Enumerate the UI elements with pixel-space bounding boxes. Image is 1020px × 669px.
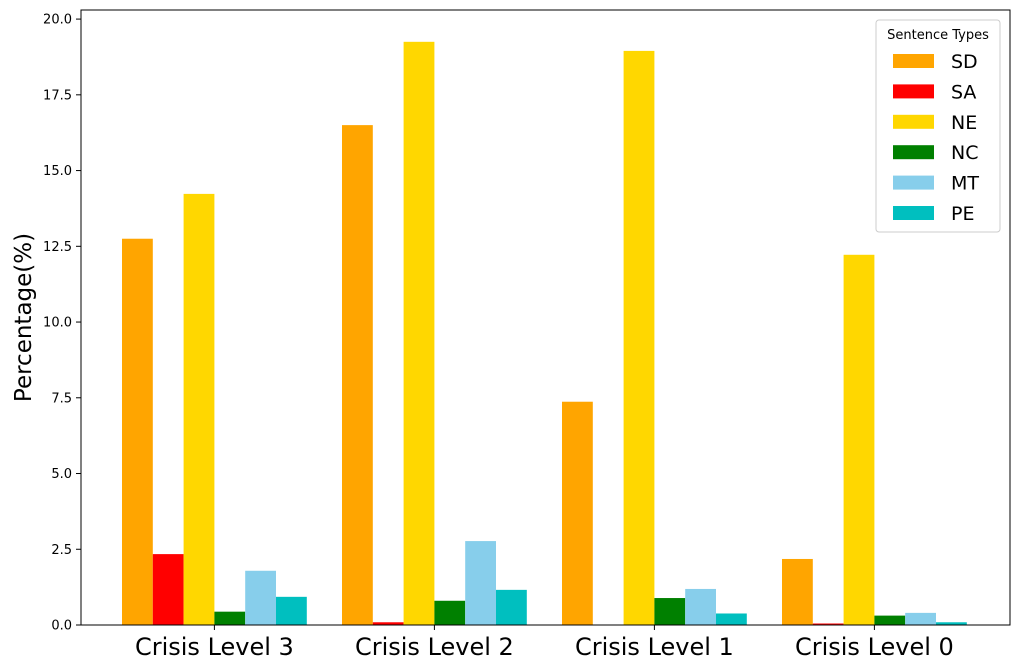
- bar-sd-2: [342, 125, 373, 626]
- y-tick-label: 15.0: [43, 164, 72, 179]
- legend-swatch-sa: [893, 84, 934, 99]
- x-category-label: Crisis Level 2: [355, 633, 514, 661]
- y-axis: 0.0 2.5 5.0 7.5 10.0 12.5 15.0 17.5 20.0: [43, 13, 81, 634]
- bar-mt-4: [905, 612, 936, 625]
- y-tick-label: 5.0: [51, 467, 72, 482]
- legend-swatch-nc: [893, 145, 934, 160]
- x-category-label: Crisis Level 1: [575, 633, 734, 661]
- y-tick-label: 12.5: [43, 240, 72, 255]
- bar-ne-4: [843, 254, 875, 626]
- bar-mt-3: [685, 588, 716, 625]
- bar-ne-2: [403, 41, 435, 626]
- bar-sd-4: [782, 558, 813, 625]
- legend-swatch-ne: [893, 114, 934, 129]
- bar-sa-4: [812, 623, 844, 625]
- y-tick-label: 10.0: [43, 316, 72, 331]
- bar-nc-4: [874, 615, 906, 625]
- bar-pe-1: [276, 596, 307, 625]
- y-tick-label: 7.5: [51, 391, 72, 406]
- legend-swatch-sd: [893, 54, 934, 68]
- bar-sd-1: [122, 238, 153, 626]
- legend-swatch-pe: [893, 206, 934, 220]
- bar-nc-2: [434, 600, 466, 625]
- bar-mt-1: [245, 570, 276, 625]
- legend-swatch-mt: [893, 175, 934, 190]
- y-tick-label: 2.5: [51, 543, 72, 558]
- plot-frame: [80, 9, 1011, 626]
- y-tick-label: 20.0: [43, 13, 72, 28]
- bar-sa-1: [152, 554, 184, 625]
- bar-nc-3: [654, 598, 686, 625]
- legend-label-sa: SA: [951, 81, 976, 103]
- legend-label-ne: NE: [951, 112, 977, 134]
- x-category-label: Crisis Level 3: [135, 633, 294, 661]
- y-tick-label: 0.0: [51, 619, 72, 634]
- legend-label-sd: SD: [951, 51, 978, 73]
- legend-title: Sentence Types: [887, 28, 989, 43]
- bar-pe-2: [496, 589, 527, 625]
- x-category-label: Crisis Level 0: [795, 633, 954, 661]
- bar-ne-3: [623, 50, 655, 625]
- legend-label-mt: MT: [951, 173, 979, 195]
- legend-label-nc: NC: [951, 142, 978, 164]
- legend-items: SD SA NE NC MT PE: [893, 51, 979, 225]
- bar-nc-1: [214, 611, 246, 625]
- y-axis-title: Percentage(%): [11, 233, 37, 402]
- bar-sd-3: [562, 401, 593, 625]
- bar-pe-4: [936, 622, 967, 625]
- bar-pe-3: [716, 613, 747, 625]
- legend: Sentence Types SD SA NE NC MT PE: [875, 19, 1001, 233]
- bar-sa-2: [372, 622, 404, 625]
- bar-mt-2: [465, 541, 496, 625]
- bars-group: [122, 41, 967, 626]
- x-axis: Crisis Level 3 Crisis Level 2 Crisis Level…: [135, 625, 954, 661]
- bar-ne-1: [183, 193, 215, 625]
- legend-label-pe: PE: [951, 203, 974, 225]
- y-tick-label: 17.5: [43, 88, 72, 103]
